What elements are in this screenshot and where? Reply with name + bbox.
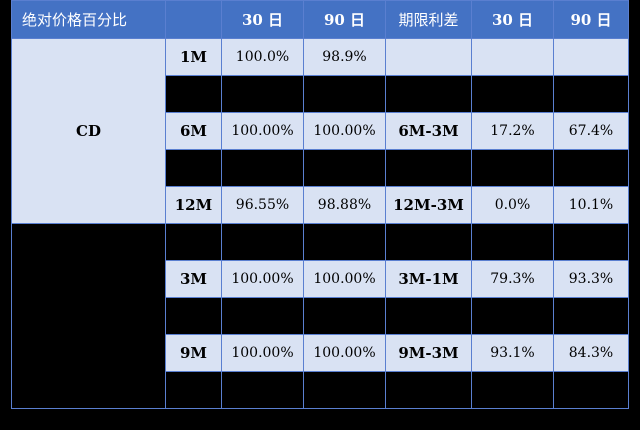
spread-cell: 6M-3M [385,112,472,150]
blank-cell [165,371,222,409]
spread30-cell: 93.1% [471,334,554,372]
table-row: 3M 100.00% 100.00% 3M-1M 79.3% 93.3% [12,260,629,298]
blank-cell [303,75,386,113]
header-absolute-price: 绝对价格百分比 [11,0,166,39]
spread-cell [385,38,472,76]
blank-cell [165,223,222,261]
pct90-cell: 100.00% [303,260,386,298]
pct90-cell: 98.88% [303,186,386,224]
pct90-cell: 100.00% [303,112,386,150]
table-row: 6M 100.00% 100.00% 6M-3M 17.2% 67.4% [12,112,629,150]
spread-cell: 12M-3M [385,186,472,224]
blank-row [12,297,629,335]
spread-cell: 3M-1M [385,260,472,298]
blank-cell [221,75,304,113]
blank-cell [553,297,629,335]
blank-cell [303,149,386,187]
pct30-cell: 100.00% [221,334,304,372]
tenor-cell: 9M [165,334,222,372]
header-spread-30d: 30 日 [471,0,554,39]
blank-cell [165,149,222,187]
blank-row [12,75,629,113]
pct90-cell: 100.00% [303,334,386,372]
tenor-cell: 3M [165,260,222,298]
blank-row [12,149,629,187]
header-30d: 30 日 [221,0,304,39]
blank-cell [303,371,386,409]
blank-cell [385,149,472,187]
spread30-cell: 79.3% [471,260,554,298]
group-label-blank [11,223,166,409]
spread90-cell: 10.1% [553,186,629,224]
blank-cell [553,149,629,187]
blank-cell [553,371,629,409]
blank-cell [303,223,386,261]
blank-cell [471,297,554,335]
blank-cell [471,75,554,113]
group-label-cd: CD [11,38,166,224]
table-row: CD 1M 100.0% 98.9% [11,38,629,224]
table-row: 9M 100.00% 100.00% 9M-3M 93.1% 84.3% [12,334,629,372]
tenor-cell: 12M [165,186,222,224]
blank-cell [221,371,304,409]
spread90-cell: 67.4% [553,112,629,150]
blank-cell [471,149,554,187]
pct30-cell: 100.00% [221,260,304,298]
pct30-cell: 96.55% [221,186,304,224]
blank-cell [471,371,554,409]
blank-cell [221,297,304,335]
blank-cell [385,297,472,335]
pct90-cell: 98.9% [303,38,386,76]
header-term-spread: 期限利差 [385,0,472,39]
blank-row [12,371,629,409]
blank-cell [385,223,472,261]
blank-cell [385,371,472,409]
tenor-cell: 6M [165,112,222,150]
blank-cell [385,75,472,113]
blank-row [11,223,629,409]
spread30-cell: 17.2% [471,112,554,150]
spread90-cell: 93.3% [553,260,629,298]
blank-cell [165,75,222,113]
blank-cell [221,223,304,261]
table-row: 12M 96.55% 98.88% 12M-3M 0.0% 10.1% [12,186,629,224]
spread-cell: 9M-3M [385,334,472,372]
header-90d: 90 日 [303,0,386,39]
blank-cell [471,223,554,261]
blank-cell [165,297,222,335]
blank-cell [303,297,386,335]
price-percentile-table: 绝对价格百分比 30 日 90 日 期限利差 30 日 90 日 CD 1M 1… [11,0,629,409]
header-row: 绝对价格百分比 30 日 90 日 期限利差 30 日 90 日 [11,0,629,39]
blank-cell [553,75,629,113]
pct30-cell: 100.00% [221,112,304,150]
pct30-cell: 100.0% [221,38,304,76]
spread90-cell: 84.3% [553,334,629,372]
blank-cell [553,223,629,261]
spread30-cell [471,38,554,76]
header-spread-90d: 90 日 [553,0,629,39]
header-blank [165,0,222,39]
tenor-cell: 1M [165,38,222,76]
spread30-cell: 0.0% [471,186,554,224]
spread90-cell [553,38,629,76]
blank-cell [221,149,304,187]
